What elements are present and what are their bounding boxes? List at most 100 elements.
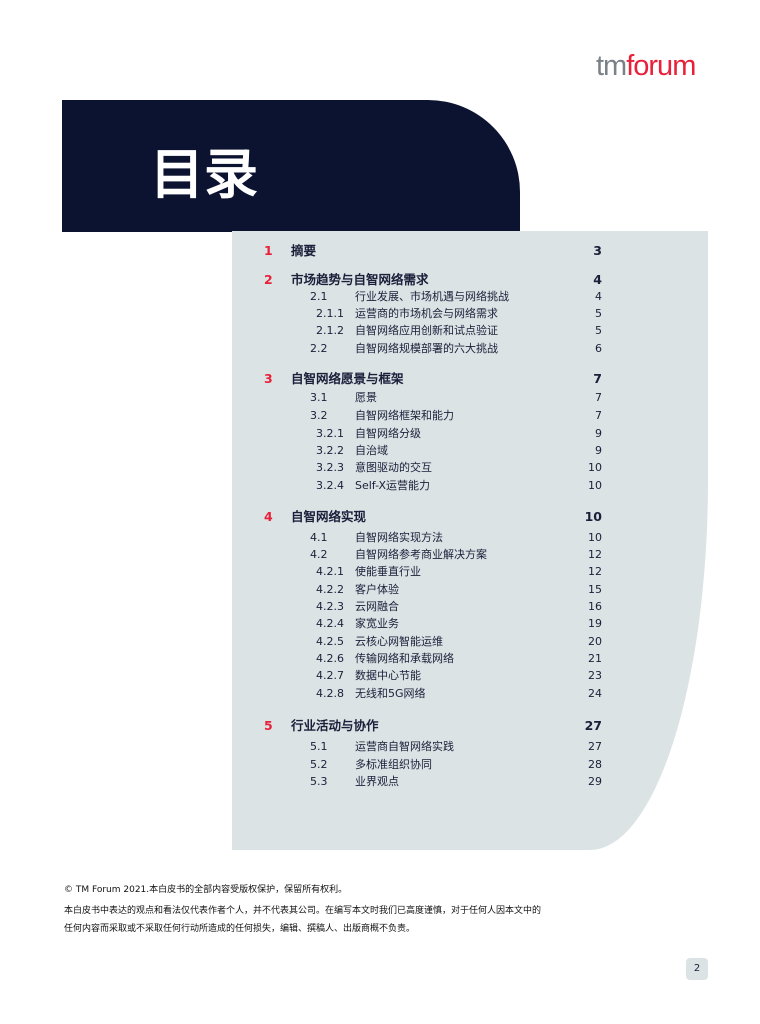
toc-entry-number: 4.1 [310, 531, 328, 544]
toc-entry-page: 3 [593, 243, 602, 258]
toc-entry-number: 5.3 [310, 775, 328, 788]
toc-entry-number: 2.1.2 [316, 324, 344, 337]
toc-entry[interactable]: 4.2.3 云网融合 16 [232, 598, 708, 616]
toc-entry[interactable]: 4.2.2 客户体验 15 [232, 581, 708, 599]
page-number: 2 [686, 958, 708, 980]
toc-entry-page: 20 [588, 635, 602, 648]
toc-entry-number: 5 [264, 718, 273, 733]
toc-entry[interactable]: 4.2.1 使能垂直行业 12 [232, 563, 708, 581]
toc-entry[interactable]: 3.2.2 自治域 9 [232, 442, 708, 460]
toc-entry-title: 运营商自智网络实践 [355, 740, 454, 753]
toc-entry-number: 3.2.3 [316, 461, 344, 474]
toc-entry-title: 无线和5G网络 [355, 687, 426, 700]
toc-entry-page: 27 [584, 718, 602, 733]
toc-entry-number: 2.2 [310, 342, 328, 355]
toc-entry-number: 2.1.1 [316, 307, 344, 320]
toc-entry-title: 自智网络应用创新和试点验证 [355, 324, 498, 337]
toc-entry-title: 自智网络分级 [355, 427, 421, 440]
toc-entry-title: 云核心网智能运维 [355, 635, 443, 648]
toc-entry[interactable]: 3.2.3 意图驱动的交互 10 [232, 459, 708, 477]
toc-entry[interactable]: 4 自智网络实现 10 [232, 508, 708, 526]
toc-entry-page: 12 [588, 548, 602, 561]
toc-entry[interactable]: 2.1 行业发展、市场机遇与网络挑战 4 [232, 288, 708, 306]
toc-entry[interactable]: 5.2 多标准组织协同 28 [232, 756, 708, 774]
toc-entry-number: 4.2.1 [316, 565, 344, 578]
title-banner: 目录 [62, 100, 520, 232]
toc-entry-number: 3.1 [310, 391, 328, 404]
page-title: 目录 [150, 143, 258, 206]
toc-entry-title: 市场趋势与自智网络需求 [291, 272, 429, 287]
toc-entry-number: 3.2.2 [316, 444, 344, 457]
toc-entry-number: 4.2.8 [316, 687, 344, 700]
toc-entry[interactable]: 3.2 自智网络框架和能力 7 [232, 407, 708, 425]
toc-entry[interactable]: 4.2.4 家宽业务 19 [232, 615, 708, 633]
toc-entry[interactable]: 2 市场趋势与自智网络需求 4 [232, 271, 708, 289]
toc-entry[interactable]: 4.2.5 云核心网智能运维 20 [232, 633, 708, 651]
toc-entry-title: Self-X运营能力 [355, 479, 431, 492]
toc-entry-page: 7 [595, 409, 602, 422]
toc-entry-number: 4.2.6 [316, 652, 344, 665]
toc-entry[interactable]: 3 自智网络愿景与框架 7 [232, 370, 708, 388]
toc-entry-number: 1 [264, 243, 273, 258]
toc-entry-title: 意图驱动的交互 [355, 461, 432, 474]
toc-entry-page: 29 [588, 775, 602, 788]
toc-entry-page: 28 [588, 758, 602, 771]
toc-entry[interactable]: 4.1 自智网络实现方法 10 [232, 529, 708, 547]
toc-entry[interactable]: 1 摘要 3 [232, 242, 708, 260]
toc-entry-page: 12 [588, 565, 602, 578]
toc-entry-number: 2.1 [310, 290, 328, 303]
toc-entry-number: 2 [264, 272, 273, 287]
toc-entry[interactable]: 4.2.7 数据中心节能 23 [232, 667, 708, 685]
toc-entry-title: 多标准组织协同 [355, 758, 432, 771]
toc-entry[interactable]: 2.2 自智网络规模部署的六大挑战 6 [232, 340, 708, 358]
toc-entry-title: 愿景 [355, 391, 377, 404]
tmforum-logo: tmforum [596, 50, 696, 83]
toc-entry-page: 7 [593, 371, 602, 386]
toc-entry-title: 自智网络实现 [291, 509, 367, 524]
toc-panel: 1 摘要 3 2 市场趋势与自智网络需求 4 2.1 行业发展、市场机遇与网络挑战 4 2.1.1… [232, 231, 708, 850]
logo-forum: forum [626, 50, 696, 82]
toc-entry-title: 使能垂直行业 [355, 565, 421, 578]
logo-tm: tm [596, 50, 627, 82]
toc-entry[interactable]: 3.2.4 Self-X运营能力 10 [232, 477, 708, 495]
toc-entry-page: 10 [584, 509, 602, 524]
toc-entry-page: 19 [588, 617, 602, 630]
toc-entry[interactable]: 3.2.1 自智网络分级 9 [232, 425, 708, 443]
toc-entry-page: 4 [593, 272, 602, 287]
toc-entry-page: 5 [595, 307, 602, 320]
toc-entry[interactable]: 5 行业活动与协作 27 [232, 717, 708, 735]
toc-entry[interactable]: 5.1 运营商自智网络实践 27 [232, 738, 708, 756]
toc-entry[interactable]: 4.2.6 传输网络和承载网络 21 [232, 650, 708, 668]
toc-entry-page: 9 [595, 427, 602, 440]
toc-entry-number: 3 [264, 371, 273, 386]
toc-entry-page: 9 [595, 444, 602, 457]
toc-entry[interactable]: 2.1.1 运营商的市场机会与网络需求 5 [232, 305, 708, 323]
toc-entry-page: 27 [588, 740, 602, 753]
toc-entry-number: 4.2 [310, 548, 328, 561]
toc-entry-page: 16 [588, 600, 602, 613]
toc-entry-page: 6 [595, 342, 602, 355]
toc-entry[interactable]: 4.2 自智网络参考商业解决方案 12 [232, 546, 708, 564]
toc-entry-number: 3.2 [310, 409, 328, 422]
toc-entry-number: 3.2.4 [316, 479, 344, 492]
toc-entry-title: 客户体验 [355, 583, 399, 596]
toc-entry-page: 15 [588, 583, 602, 596]
toc-entry-number: 4 [264, 509, 273, 524]
toc-entry-page: 21 [588, 652, 602, 665]
toc-entry-page: 23 [588, 669, 602, 682]
toc-entry[interactable]: 3.1 愿景 7 [232, 389, 708, 407]
toc-entry-title: 数据中心节能 [355, 669, 421, 682]
disclaimer-line-1: 本白皮书中表达的观点和看法仅代表作者个人，并不代表其公司。在编写本文时我们已高度… [64, 906, 542, 916]
toc-entry-title: 业界观点 [355, 775, 399, 788]
toc-entry-number: 4.2.3 [316, 600, 344, 613]
toc-entry-title: 运营商的市场机会与网络需求 [355, 307, 498, 320]
toc-entry-page: 5 [595, 324, 602, 337]
toc-entry[interactable]: 5.3 业界观点 29 [232, 773, 708, 791]
disclaimer-line-2: 任何内容而采取或不采取任何行动所造成的任何损失，编辑、撰稿人、出版商概不负责。 [64, 924, 416, 934]
toc-entry-number: 5.2 [310, 758, 328, 771]
toc-entry-page: 4 [595, 290, 602, 303]
toc-entry-number: 4.2.4 [316, 617, 344, 630]
toc-entry[interactable]: 4.2.8 无线和5G网络 24 [232, 685, 708, 703]
toc-entry[interactable]: 2.1.2 自智网络应用创新和试点验证 5 [232, 322, 708, 340]
